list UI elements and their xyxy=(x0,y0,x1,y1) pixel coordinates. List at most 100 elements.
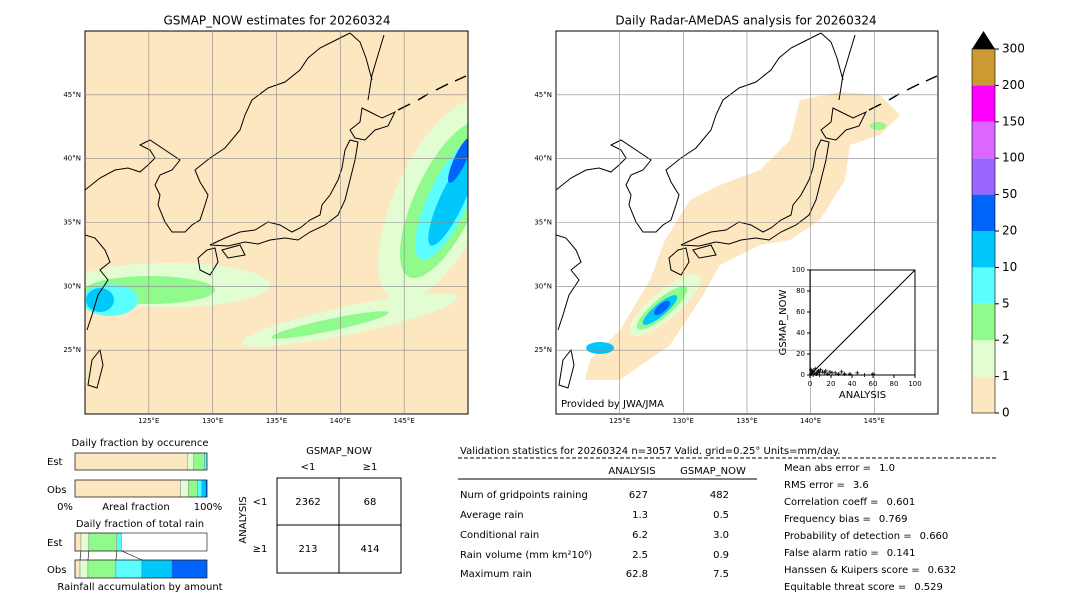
lat-label: 35°N xyxy=(534,219,552,227)
y-tick-label: 0 xyxy=(801,371,805,379)
colorbar-label: 50 xyxy=(1002,187,1017,201)
scatter-point xyxy=(842,371,847,376)
colorbar-segment xyxy=(972,303,995,341)
fraction-segment xyxy=(186,452,194,471)
lat-label: 30°N xyxy=(534,282,552,290)
credit: Provided by JWA/JMA xyxy=(561,399,664,410)
fraction-segment xyxy=(74,479,181,498)
lat-label: 40°N xyxy=(534,155,552,163)
scatter-point xyxy=(827,369,832,374)
lon-label: 135°E xyxy=(266,417,287,425)
stat-label: Conditional rain xyxy=(460,530,539,541)
scatter-point xyxy=(809,367,814,372)
fraction-segment xyxy=(74,559,81,579)
stat-value: 482 xyxy=(710,490,729,501)
y-axis-label: GSMAP_NOW xyxy=(778,289,789,355)
panel-footer: Rainfall accumulation by amount xyxy=(57,582,222,593)
x-tick-label: 60 xyxy=(869,380,878,388)
lat-label: 45°N xyxy=(63,91,81,99)
colorbar-segment xyxy=(972,158,995,195)
table-cell: 213 xyxy=(298,544,317,555)
fraction-segment xyxy=(79,559,89,579)
score: Frequency bias = 0.769 xyxy=(784,514,908,525)
stat-label: Average rain xyxy=(460,510,524,521)
inset-bg xyxy=(781,268,933,404)
col-header: ANALYSIS xyxy=(608,466,655,477)
score-label: False alarm ratio = xyxy=(784,548,879,559)
fraction-segment xyxy=(74,532,82,552)
lat-label: 45°N xyxy=(534,91,552,99)
stat-value: 3.0 xyxy=(713,530,729,541)
lon-label: 125°E xyxy=(138,417,159,425)
colorbar-label: 300 xyxy=(1002,42,1025,56)
col-label: ≥1 xyxy=(363,462,378,473)
fraction-segment xyxy=(201,479,206,498)
scatter-point xyxy=(811,373,816,377)
score: Probability of detection = 0.660 xyxy=(784,531,948,542)
stat-label: Rain volume (mm km²10⁶) xyxy=(460,550,592,561)
stat-label: Num of gridpoints raining xyxy=(460,490,588,501)
colorbar-label: 20 xyxy=(1002,224,1017,238)
fraction-segment xyxy=(116,532,123,552)
lon-label: 125°E xyxy=(609,417,630,425)
map-title: Daily Radar-AMeDAS analysis for 20260324 xyxy=(615,14,876,28)
x-tick-label: 100 xyxy=(908,380,921,388)
row-label: Est xyxy=(47,457,63,468)
lat-label: 30°N xyxy=(63,282,81,290)
stat-label: Maximum rain xyxy=(460,569,532,580)
table-title: GSMAP_NOW xyxy=(306,446,372,457)
stats-header: Validation statistics for 20260324 n=305… xyxy=(460,446,840,457)
colorbar-label: 10 xyxy=(1002,260,1017,274)
score: Hanssen & Kuipers score = 0.632 xyxy=(784,565,956,576)
axis-label: 0% xyxy=(57,502,73,513)
colorbar-label: 2 xyxy=(1002,333,1010,347)
y-tick-label: 40 xyxy=(796,329,805,337)
scatter-point xyxy=(847,371,852,376)
colorbar-segment xyxy=(972,267,995,304)
lon-label: 140°E xyxy=(330,417,351,425)
scatter-point xyxy=(836,371,841,376)
lon-label: 130°E xyxy=(673,417,694,425)
x-tick-label: 20 xyxy=(827,380,836,388)
lat-label: 40°N xyxy=(63,155,81,163)
col-header: GSMAP_NOW xyxy=(680,466,746,477)
stat-value: 7.5 xyxy=(713,569,729,580)
score: Correlation coeff = 0.601 xyxy=(784,497,915,508)
scatter-point xyxy=(813,366,818,371)
lat-label: 25°N xyxy=(534,346,552,354)
score-label: Probability of detection = xyxy=(784,531,912,542)
y-tick-label: 20 xyxy=(796,350,805,358)
score: RMS error = 3.6 xyxy=(784,480,869,491)
bar-frame xyxy=(74,559,208,579)
fraction-segment xyxy=(193,452,205,471)
panel-title: Daily fraction of total rain xyxy=(76,519,204,530)
score-label: Hanssen & Kuipers score = xyxy=(784,565,920,576)
colorbar-segment xyxy=(972,121,995,159)
lon-label: 140°E xyxy=(800,417,821,425)
lon-label: 145°E xyxy=(864,417,885,425)
lon-label: 145°E xyxy=(394,417,415,425)
scatter-point xyxy=(818,367,823,372)
score-value: 3.6 xyxy=(853,480,869,491)
fraction-segment xyxy=(188,479,198,498)
score: Equitable threat score = 0.529 xyxy=(784,582,943,593)
fraction-segment xyxy=(171,559,208,579)
fraction-segment xyxy=(180,479,189,498)
colorbar-label: 200 xyxy=(1002,78,1025,92)
connector xyxy=(115,550,118,561)
score-label: Mean abs error = xyxy=(784,463,871,474)
fraction-segment xyxy=(141,559,173,579)
colorbar-segment xyxy=(972,376,995,413)
row-label: Est xyxy=(47,538,63,549)
x-tick-label: 0 xyxy=(808,380,812,388)
scatter-point xyxy=(871,371,875,376)
scatter-point xyxy=(820,369,825,374)
stat-value: 2.5 xyxy=(632,550,648,561)
table-cell: 414 xyxy=(360,544,379,555)
lat-label: 25°N xyxy=(63,346,81,354)
table-cell: 2362 xyxy=(295,497,320,508)
colorbar-label: 5 xyxy=(1002,296,1010,310)
connector xyxy=(79,550,82,561)
scatter-point xyxy=(862,373,867,377)
axis-label: 100% xyxy=(194,502,223,513)
